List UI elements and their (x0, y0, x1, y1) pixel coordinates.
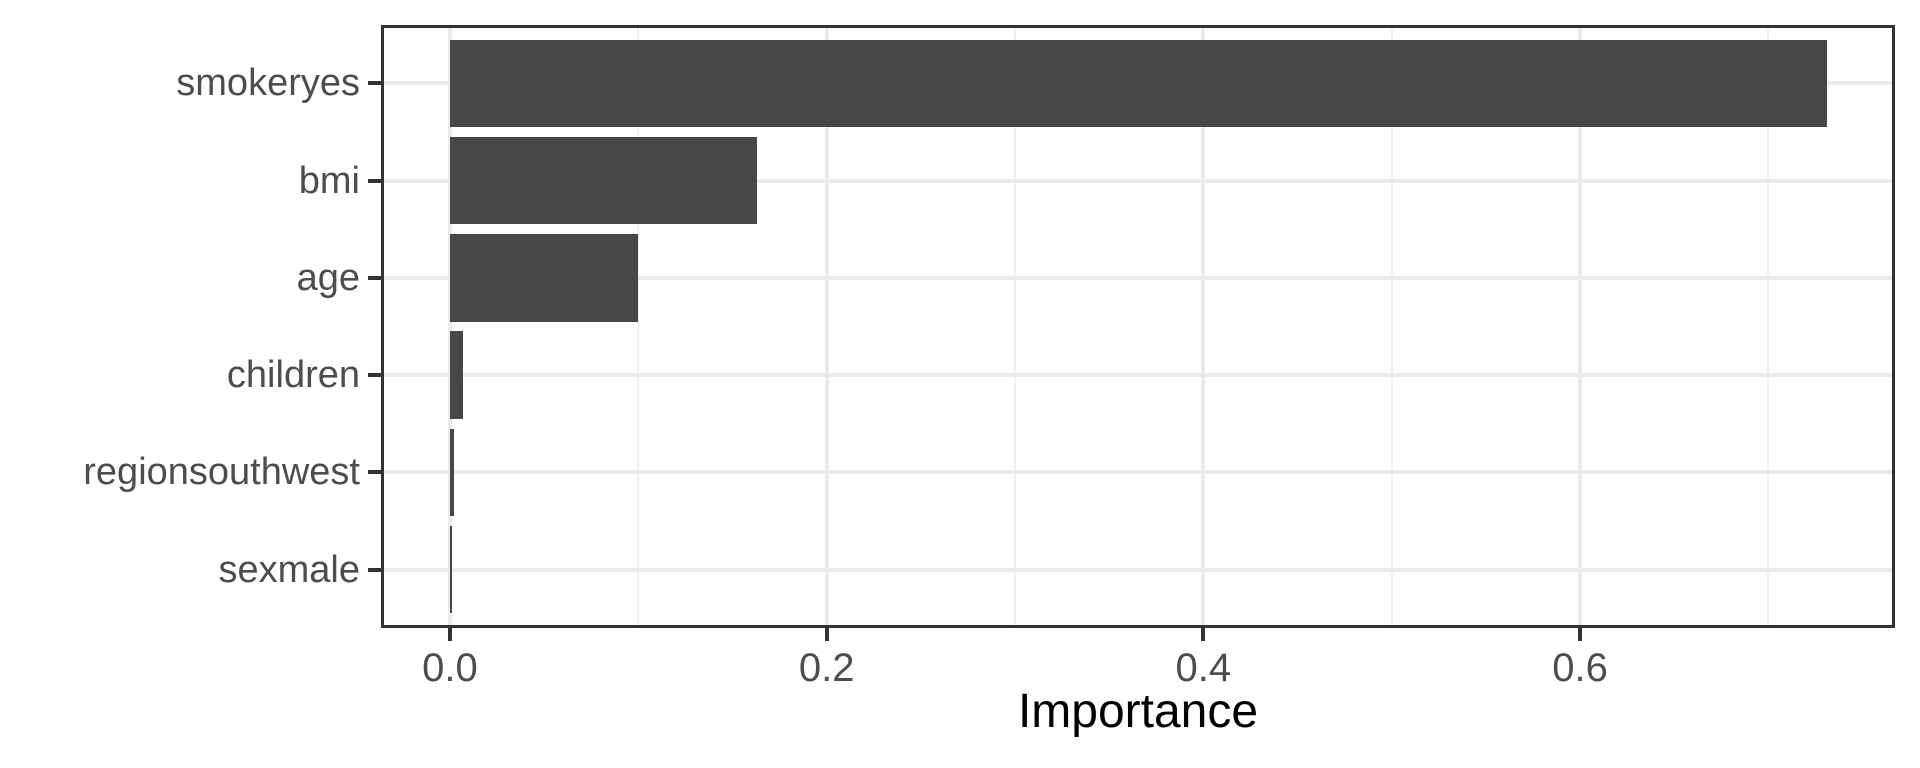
gridline-major-y-children (381, 373, 1895, 378)
y-tick-sexmale (368, 567, 381, 572)
bar-children (449, 331, 463, 419)
gridline-major-y-bmi (381, 178, 1895, 183)
gridline-major-y-age (381, 275, 1895, 280)
y-axis-label-regionsouthwest: regionsouthwest (83, 451, 360, 494)
x-tick-0.4 (1201, 628, 1206, 641)
bar-sexmale (449, 525, 453, 614)
x-tick-0.2 (824, 628, 829, 641)
x-axis-label-0.2: 0.2 (798, 646, 855, 690)
bar-bmi (449, 136, 757, 225)
gridline-minor-x-0.3 (1014, 25, 1016, 628)
x-axis-title: Importance (1017, 685, 1259, 738)
y-tick-regionsouthwest (368, 470, 381, 475)
x-axis-label-0.4: 0.4 (1175, 646, 1232, 690)
gridline-major-x-0.6 (1578, 25, 1583, 628)
gridline-minor-x-0.7 (1767, 25, 1770, 628)
y-tick-age (368, 275, 381, 280)
y-axis-label-smokeryes: smokeryes (176, 62, 360, 105)
x-tick-0.6 (1578, 628, 1583, 641)
bar-regionsouthwest (449, 428, 455, 517)
y-tick-children (368, 373, 381, 378)
gridline-major-x-0.2 (824, 25, 829, 628)
gridline-major-y-sexmale (381, 567, 1895, 572)
x-axis-label-0.0: 0.0 (422, 646, 478, 690)
x-axis-label-0.6: 0.6 (1552, 646, 1608, 690)
gridline-minor-x-0.5 (1390, 25, 1393, 628)
y-axis-label-bmi: bmi (298, 159, 360, 202)
gridline-major-y-regionsouthwest (381, 470, 1895, 475)
bar-age (449, 234, 639, 322)
y-axis-label-children: children (226, 354, 360, 397)
gridline-minor-x-0.1 (637, 25, 640, 628)
gridline-major-x-0.4 (1201, 25, 1206, 628)
y-tick-smokeryes (368, 81, 381, 86)
gridline-major-x-0 (447, 25, 452, 628)
y-axis-label-sexmale: sexmale (218, 548, 361, 591)
bar-smokeryes (449, 39, 1827, 128)
x-tick-0.0 (447, 628, 452, 641)
y-tick-bmi (368, 178, 381, 183)
y-axis-label-age: age (296, 256, 360, 299)
